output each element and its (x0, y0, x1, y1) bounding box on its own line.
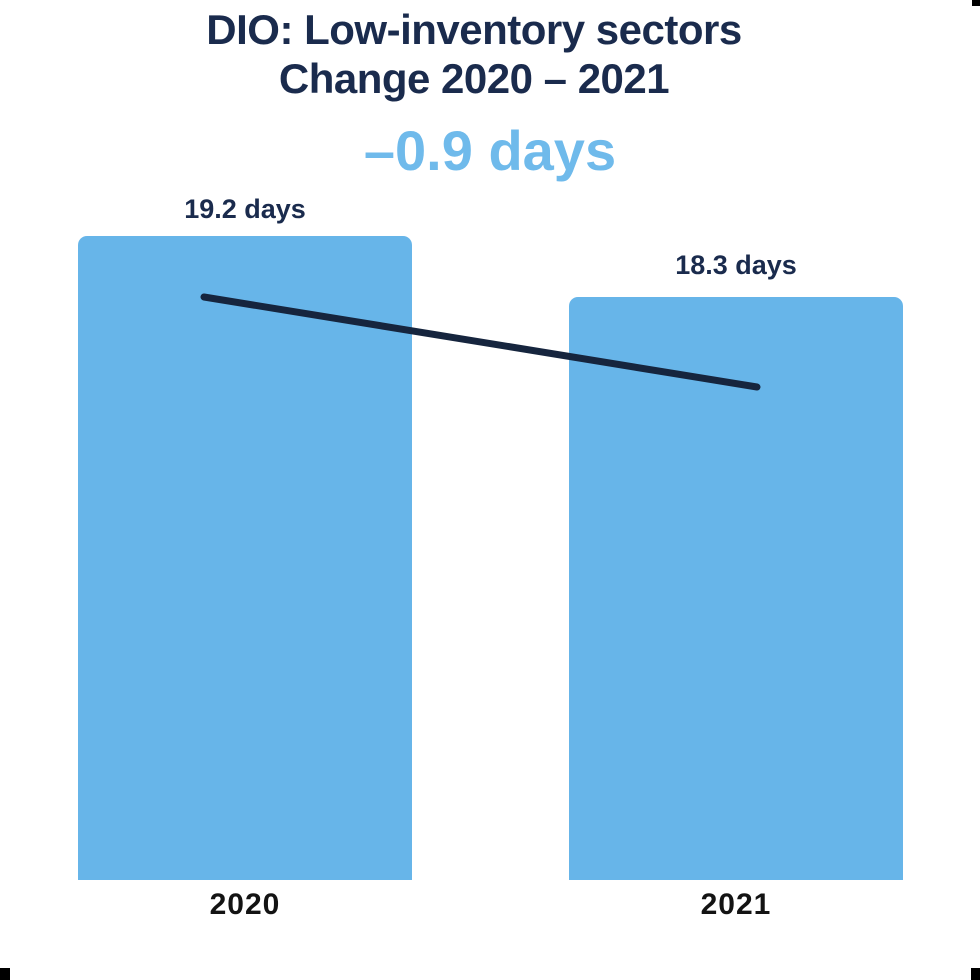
chart-change-subtitle: –0.9 days (363, 119, 617, 182)
corner-artifact-top-right (972, 0, 980, 6)
bar-value-label-2020: 19.2 days (184, 194, 306, 224)
corner-artifact-bottom-left (0, 968, 10, 980)
bar-2021 (569, 297, 903, 880)
corner-artifact-bottom-right (971, 968, 980, 980)
chart-title-line-1: DIO: Low-inventory sectors (206, 6, 742, 53)
chart-title-line-2: Change 2020 – 2021 (278, 55, 670, 102)
bar-value-label-2021: 18.3 days (675, 250, 797, 280)
chart-title: DIO: Low-inventory sectors Change 2020 –… (0, 5, 964, 103)
x-axis-label-2020: 2020 (209, 888, 281, 921)
bar-2020 (78, 236, 412, 880)
x-axis-label-2021: 2021 (700, 888, 772, 921)
